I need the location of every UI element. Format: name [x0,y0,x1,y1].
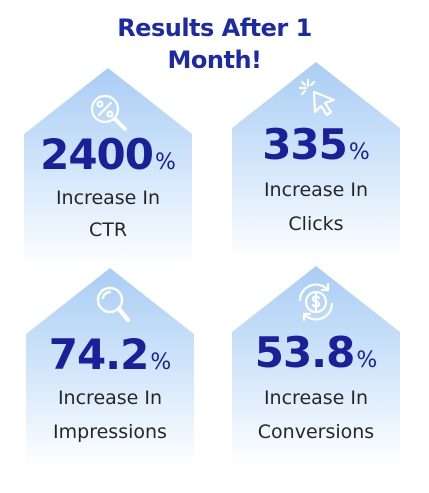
stat-label-line-2: Clicks [288,213,344,235]
magnifier-icon [96,286,131,323]
stat-unit: % [348,140,370,165]
stat-number: 74.2 [48,330,150,379]
stat-label-line-1: Increase In [263,179,369,201]
dollar-cycle-icon [298,282,334,322]
stat-label-line-2: Impressions [53,421,167,443]
stat-number: 53.8 [254,328,356,377]
stat-label-line-2: CTR [88,219,128,241]
stat-number: 2400 [40,130,154,179]
stat-label-line-1: Increase In [57,387,163,409]
card-background [232,62,400,262]
page-title: Results After 1 Month! [0,12,429,76]
stat-card-conversions: 53.8% Increase In Conversions [232,266,400,466]
stat-value: 74.2% [26,330,194,379]
stat-card-ctr: 2400% Increase In CTR [24,68,192,268]
stat-label-line-1: Increase In [263,387,369,409]
card-background [232,266,400,466]
title-line-1: Results After 1 [117,14,312,42]
stat-unit: % [155,150,176,175]
stat-card-impressions: 74.2% Increase In Impressions [26,268,194,468]
title-line-2: Month! [167,46,262,74]
stat-label-line-2: Conversions [257,421,375,443]
card-background [26,268,194,468]
stat-label-line-1: Increase In [55,187,161,209]
stat-value: 2400% [24,130,192,179]
stat-value: 335% [232,120,400,169]
percent-magnifier-icon [90,94,127,131]
stat-number: 335 [262,120,348,169]
stat-unit: % [150,350,172,375]
stat-value: 53.8% [232,328,400,377]
card-background [24,68,192,268]
stat-card-clicks: 335% Increase In Clicks [232,62,400,262]
cursor-click-icon [298,78,336,117]
stat-unit: % [356,348,378,373]
